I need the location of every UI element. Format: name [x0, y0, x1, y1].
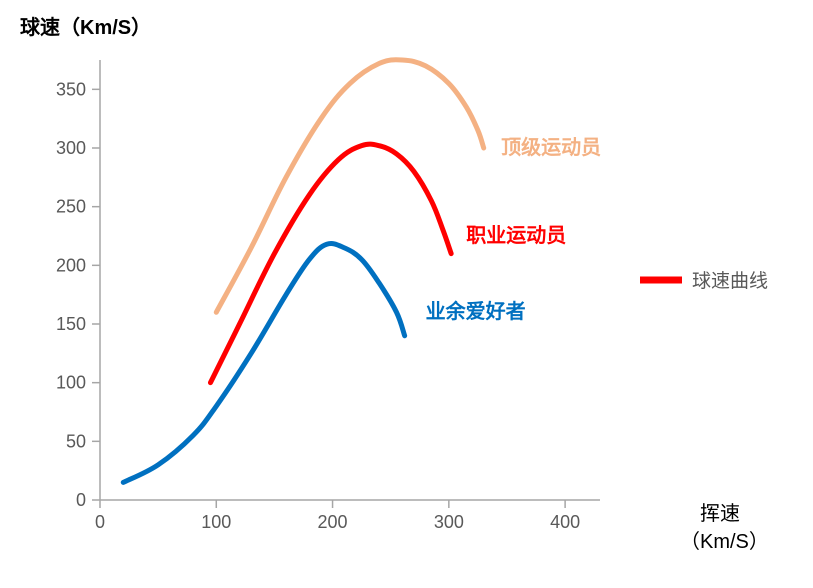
- legend-swatch: [640, 277, 682, 284]
- x-tick-label: 100: [201, 512, 231, 532]
- x-axis-title-line1: 挥速: [700, 502, 740, 525]
- x-tick-label: 400: [550, 512, 580, 532]
- series-pro: [210, 144, 451, 383]
- x-tick-label: 0: [95, 512, 105, 532]
- y-tick-label: 50: [66, 431, 86, 451]
- x-tick-label: 200: [318, 512, 348, 532]
- y-tick-label: 350: [56, 79, 86, 99]
- y-tick-label: 100: [56, 373, 86, 393]
- series-label-pro: 职业运动员: [466, 224, 566, 247]
- x-tick-label: 300: [434, 512, 464, 532]
- y-tick-label: 300: [56, 138, 86, 158]
- y-tick-label: 150: [56, 314, 86, 334]
- series-top: [216, 60, 483, 312]
- series-label-amateur: 业余爱好者: [426, 299, 526, 323]
- x-axis-title-line2: （Km/S）: [680, 530, 769, 553]
- chart-container: 0 50 100 150 200 250 300 350 0 100 200 300 400 球速（Km/…: [0, 0, 813, 588]
- chart-svg: 0 50 100 150 200 250 300 350 0 100 200 300 400 球速（Km/…: [0, 0, 813, 588]
- legend-label: 球速曲线: [692, 270, 768, 292]
- y-tick-label: 250: [56, 197, 86, 217]
- y-tick-label: 0: [76, 490, 86, 510]
- series-label-top: 顶级运动员: [501, 135, 601, 159]
- y-axis-title: 球速（Km/S）: [20, 16, 151, 39]
- y-tick-label: 200: [56, 255, 86, 275]
